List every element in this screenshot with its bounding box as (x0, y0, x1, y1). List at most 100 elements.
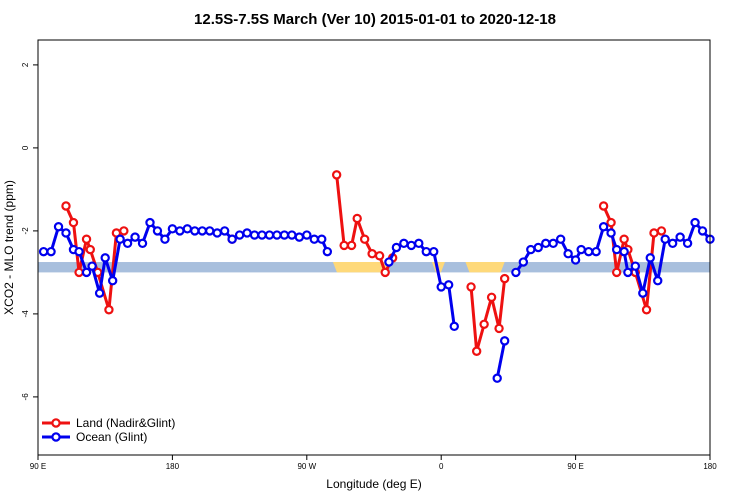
data-point (384, 257, 394, 267)
data-point (175, 226, 185, 236)
data-point (690, 217, 700, 228)
data-point (242, 228, 252, 238)
y-tick-label: -6 (21, 393, 30, 401)
data-point (471, 346, 482, 356)
data-point (137, 238, 148, 249)
data-point (429, 246, 439, 257)
data-point (81, 267, 92, 278)
legend-marker-0 (51, 418, 61, 428)
data-point (533, 242, 543, 253)
data-point (667, 238, 678, 249)
data-point (494, 323, 504, 334)
data-point (152, 226, 163, 236)
data-point (317, 234, 327, 244)
data-point (653, 276, 663, 286)
data-point (563, 249, 573, 259)
data-point (479, 319, 489, 329)
legend-label: Land (Nadir&Glint) (76, 416, 175, 430)
data-point (119, 226, 129, 236)
data-point (61, 228, 71, 238)
y-tick-label: -4 (21, 310, 30, 318)
data-point (61, 201, 71, 211)
x-tick-label: 90 E (567, 462, 583, 471)
series-line (335, 173, 395, 274)
data-point (197, 226, 207, 236)
legend: Land (Nadir&Glint)Ocean (Glint) (42, 416, 175, 444)
data-point (130, 232, 140, 242)
series-1 (38, 217, 715, 383)
data-point (682, 238, 693, 249)
data-point (548, 238, 558, 249)
y-tick-label: 0 (21, 145, 30, 150)
data-point (649, 228, 659, 238)
plot-frame (37, 39, 711, 456)
data-point (638, 288, 648, 298)
x-tick-label: 180 (166, 462, 180, 471)
data-point (359, 234, 370, 244)
data-point (619, 246, 629, 257)
data-point (94, 288, 105, 298)
data-point (598, 222, 609, 232)
data-point (606, 217, 616, 228)
data-point (414, 238, 424, 249)
data-point (449, 321, 459, 332)
data-point (53, 222, 64, 232)
data-point (352, 213, 362, 224)
data-point (74, 267, 84, 278)
land-segment-0 (332, 262, 389, 273)
data-point (294, 232, 305, 242)
data-point (499, 336, 510, 346)
data-point (576, 244, 586, 255)
data-point (630, 261, 641, 271)
data-point (591, 246, 601, 257)
data-point (641, 305, 652, 315)
data-point (122, 238, 133, 249)
series-line (469, 277, 507, 353)
y-tick-label: -2 (21, 227, 30, 235)
data-point (339, 240, 349, 251)
x-tick-label: 0 (439, 462, 444, 471)
data-point (611, 244, 622, 255)
data-point (675, 232, 685, 242)
data-point (160, 234, 170, 244)
data-point (182, 224, 193, 234)
data-point (623, 267, 633, 278)
data-point (100, 253, 110, 263)
data-point (526, 244, 536, 255)
data-point (492, 373, 502, 383)
chart-title: 12.5S-7.5S March (Ver 10) 2015-01-01 to … (194, 11, 556, 28)
data-point (518, 257, 529, 267)
data-point (107, 276, 118, 286)
legend-label: Ocean (Glint) (76, 430, 147, 444)
data-point (279, 230, 290, 240)
data-point (104, 305, 114, 315)
data-point (555, 234, 566, 244)
data-point (443, 280, 454, 290)
legend-marker-1 (51, 432, 61, 442)
x-tick-label: 90 E (30, 462, 46, 471)
data-point (205, 226, 215, 236)
data-point (697, 226, 708, 236)
data-point (249, 230, 260, 240)
data-point (257, 230, 267, 240)
data-point (611, 267, 622, 278)
data-point (38, 246, 49, 257)
data-point (391, 242, 402, 253)
y-axis: 2 0 -2 -4 -6 (21, 62, 38, 400)
data-point (570, 255, 581, 265)
data-point (541, 238, 551, 249)
data-point (367, 249, 377, 259)
series-layer (38, 170, 715, 383)
data-point (406, 240, 417, 251)
data-point (87, 261, 97, 271)
series-line (495, 339, 507, 380)
data-point (264, 230, 275, 240)
data-point (212, 228, 222, 238)
data-point (619, 234, 629, 244)
data-point (227, 234, 237, 244)
data-point (499, 273, 510, 284)
data-point (74, 246, 84, 257)
data-point (234, 230, 245, 240)
data-point (145, 217, 155, 228)
